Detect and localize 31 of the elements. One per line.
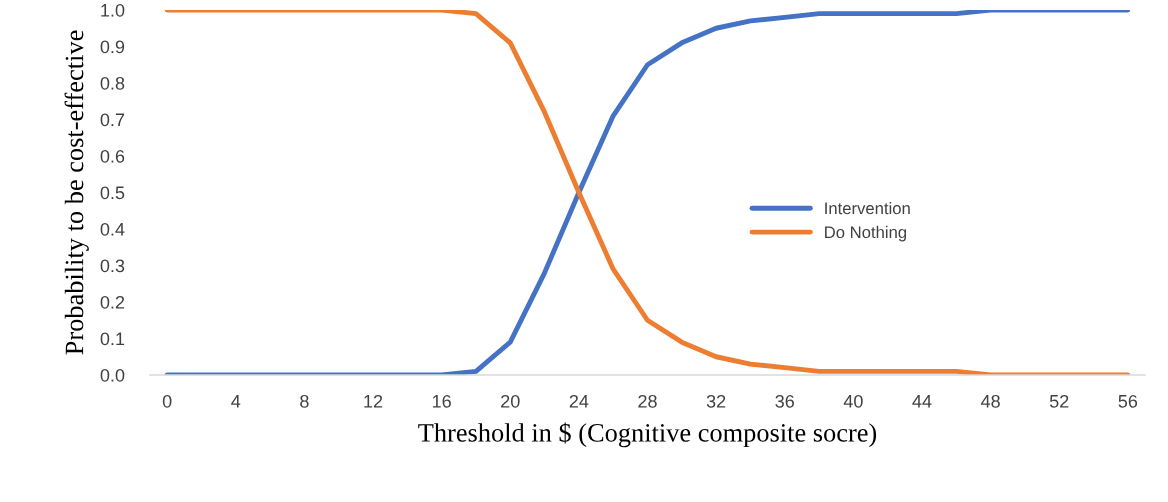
x-tick-label: 12 (364, 394, 383, 408)
y-tick-label: 0.3 (100, 259, 125, 273)
x-tick-label: 20 (501, 394, 520, 408)
x-tick-label: 28 (638, 394, 657, 408)
legend-label: Do Nothing (825, 225, 907, 242)
x-tick-label: 56 (1118, 394, 1138, 408)
y-tick-label: 0.5 (100, 186, 125, 200)
y-tick-label: 1.0 (101, 3, 125, 17)
x-tick-label: 24 (569, 394, 589, 408)
y-tick-label: 0.7 (100, 113, 125, 127)
x-tick-label: 16 (432, 394, 451, 408)
x-tick-label: 0 (162, 394, 172, 408)
x-tick-label: 44 (912, 395, 932, 408)
y-tick-label: 0.1 (100, 332, 125, 346)
y-tick-label: 0.0 (100, 368, 125, 382)
y-axis-title: Probability to be cost-effective (64, 30, 89, 355)
y-tick-label: 0.4 (100, 222, 125, 236)
x-axis-title: Threshold in $ (Cognitive composite socre) (418, 422, 877, 448)
x-tick-label: 52 (1049, 394, 1069, 408)
x-tick-label: 36 (775, 394, 794, 408)
x-tick-label: 48 (980, 394, 1000, 408)
y-tick-label: 0.8 (100, 76, 125, 90)
line-series (164, 10, 1131, 375)
y-tick-label: 0.9 (100, 40, 125, 54)
x-tick-label: 8 (300, 394, 309, 408)
x-tick-label: 32 (706, 394, 726, 408)
x-tick-label: 4 (231, 395, 241, 408)
y-tick-label: 0.6 (100, 149, 125, 163)
x-tick-label: 40 (843, 394, 863, 408)
legend-label: Intervention (825, 202, 910, 215)
y-tick-label: 0.2 (100, 295, 125, 309)
